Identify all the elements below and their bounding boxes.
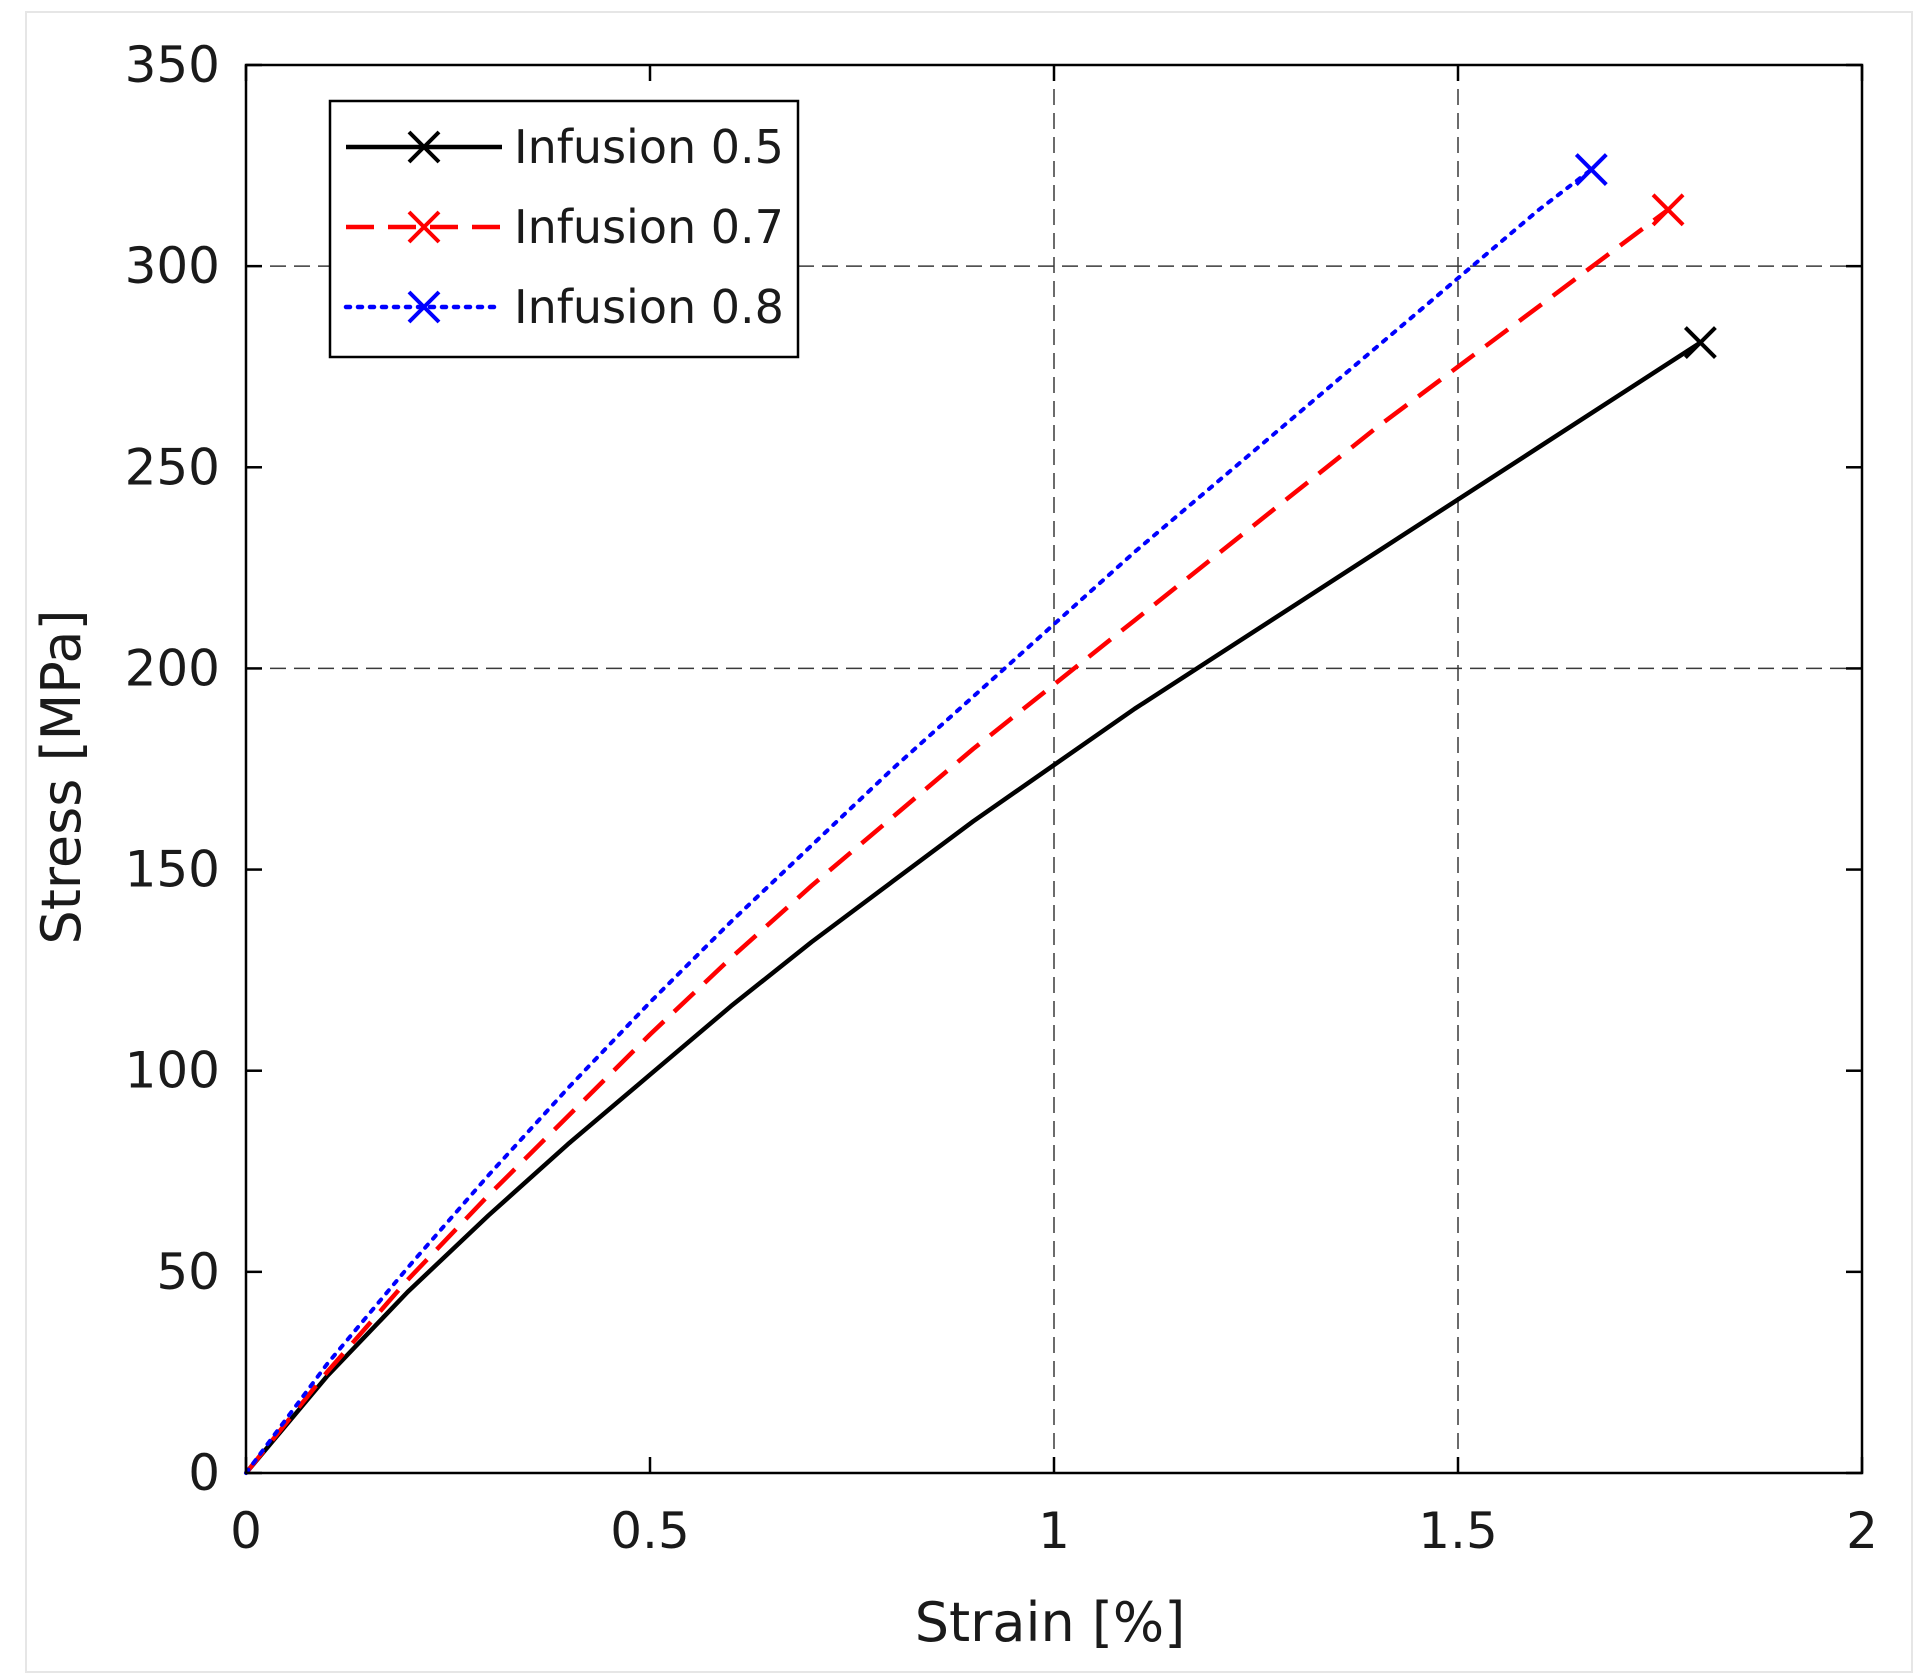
x-tick-label: 1.5 bbox=[1418, 1502, 1498, 1560]
series-line-infusion-0-5 bbox=[244, 340, 1702, 1475]
series-line-infusion-0-7 bbox=[244, 207, 1670, 1475]
y-axis-label: Stress [MPa] bbox=[30, 609, 93, 944]
y-tick-label: 200 bbox=[125, 639, 220, 697]
series-marker-infusion-0-5 bbox=[1683, 326, 1717, 359]
y-tick-label: 150 bbox=[125, 841, 220, 899]
legend-label-infusion-0-8: Infusion 0.8 bbox=[514, 280, 784, 334]
axis-ticks bbox=[244, 63, 1864, 1475]
legend-marker-infusion-0-7 bbox=[407, 210, 441, 244]
legend-label-infusion-0-7: Infusion 0.7 bbox=[514, 200, 784, 254]
x-tick-label: 0.5 bbox=[610, 1502, 690, 1560]
y-tick-label: 50 bbox=[156, 1243, 220, 1301]
y-tick-label: 0 bbox=[188, 1444, 220, 1502]
legend: Infusion 0.5 Infusion 0.7 Infusion 0.8 bbox=[328, 99, 800, 359]
x-tick-label: 2 bbox=[1846, 1502, 1878, 1560]
x-tick-label: 0 bbox=[230, 1502, 262, 1560]
series-line-infusion-0-8 bbox=[244, 167, 1594, 1475]
y-tick-label: 100 bbox=[125, 1042, 220, 1100]
series-end-markers bbox=[1574, 153, 1717, 359]
series-marker-infusion-0-8 bbox=[1574, 153, 1608, 187]
y-tick-label: 350 bbox=[125, 36, 220, 94]
series-marker-infusion-0-7 bbox=[1651, 193, 1685, 227]
y-tick-label: 300 bbox=[125, 237, 220, 295]
y-tick-label: 250 bbox=[125, 438, 220, 496]
x-tick-labels: 0 0.5 1 1.5 2 bbox=[230, 1502, 1878, 1560]
legend-label-infusion-0-5: Infusion 0.5 bbox=[514, 120, 784, 174]
series-lines bbox=[244, 167, 1702, 1475]
figure-border bbox=[25, 11, 1913, 1673]
legend-marker-infusion-0-8 bbox=[407, 290, 441, 324]
legend-marker-infusion-0-5 bbox=[407, 130, 441, 164]
x-axis-label: Strain [%] bbox=[915, 1591, 1186, 1654]
y-tick-labels: 0 50 100 150 200 250 300 350 bbox=[125, 36, 220, 1502]
x-tick-label: 1 bbox=[1038, 1502, 1070, 1560]
